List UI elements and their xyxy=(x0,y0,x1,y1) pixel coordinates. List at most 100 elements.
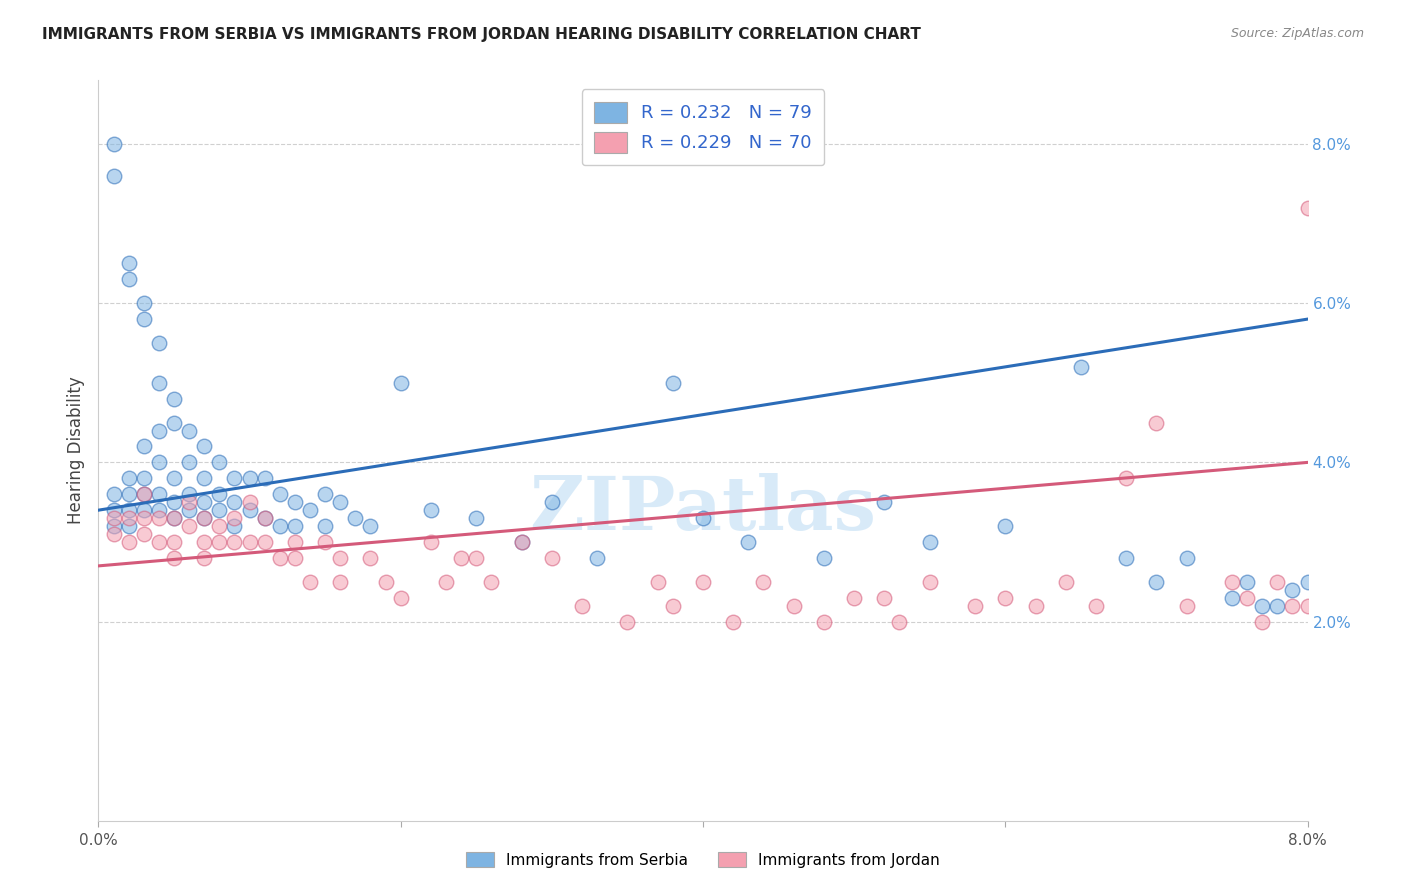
Point xyxy=(314,535,336,549)
Point xyxy=(314,519,336,533)
Point xyxy=(118,471,141,485)
Point xyxy=(873,495,896,509)
Point xyxy=(284,495,307,509)
Point xyxy=(284,519,307,533)
Point xyxy=(179,495,201,509)
Point xyxy=(1267,574,1289,589)
Point xyxy=(434,574,457,589)
Point xyxy=(465,511,488,525)
Point xyxy=(193,535,215,549)
Point xyxy=(132,503,155,517)
Point xyxy=(148,455,170,469)
Point xyxy=(148,336,170,351)
Point xyxy=(329,574,352,589)
Point xyxy=(224,535,246,549)
Point xyxy=(179,519,201,533)
Point xyxy=(253,511,276,525)
Point xyxy=(1146,416,1168,430)
Point xyxy=(481,574,503,589)
Point xyxy=(1115,471,1137,485)
Point xyxy=(389,591,412,605)
Point xyxy=(132,487,155,501)
Point xyxy=(1025,599,1047,613)
Point xyxy=(284,550,307,565)
Point xyxy=(239,495,262,509)
Point xyxy=(193,495,215,509)
Point xyxy=(571,599,593,613)
Point xyxy=(1296,599,1319,613)
Point xyxy=(586,550,609,565)
Point xyxy=(1281,582,1303,597)
Point xyxy=(208,455,231,469)
Point xyxy=(132,511,155,525)
Point xyxy=(540,550,562,565)
Point xyxy=(299,574,322,589)
Point xyxy=(1281,599,1303,613)
Point xyxy=(224,511,246,525)
Point xyxy=(1115,550,1137,565)
Point xyxy=(103,136,125,151)
Point xyxy=(103,487,125,501)
Point xyxy=(1236,574,1258,589)
Legend: R = 0.232   N = 79, R = 0.229   N = 70: R = 0.232 N = 79, R = 0.229 N = 70 xyxy=(582,89,824,165)
Point xyxy=(1085,599,1108,613)
Point xyxy=(163,511,186,525)
Point xyxy=(737,535,759,549)
Point xyxy=(269,487,291,501)
Point xyxy=(661,376,683,390)
Point xyxy=(179,487,201,501)
Point xyxy=(148,376,170,390)
Point xyxy=(118,519,141,533)
Point xyxy=(420,503,443,517)
Point xyxy=(163,535,186,549)
Point xyxy=(193,440,215,454)
Point xyxy=(163,495,186,509)
Point xyxy=(103,519,125,533)
Point xyxy=(1054,574,1077,589)
Point xyxy=(118,272,141,286)
Point xyxy=(344,511,367,525)
Point xyxy=(1220,574,1243,589)
Point xyxy=(661,599,683,613)
Point xyxy=(163,416,186,430)
Point xyxy=(299,503,322,517)
Point xyxy=(148,503,170,517)
Point xyxy=(813,550,835,565)
Point xyxy=(193,511,215,525)
Point xyxy=(118,487,141,501)
Point xyxy=(132,312,155,326)
Point xyxy=(132,471,155,485)
Point xyxy=(179,455,201,469)
Point xyxy=(163,511,186,525)
Point xyxy=(193,550,215,565)
Point xyxy=(253,511,276,525)
Point xyxy=(193,511,215,525)
Point xyxy=(118,511,141,525)
Point xyxy=(148,511,170,525)
Point xyxy=(889,615,911,629)
Point xyxy=(1236,591,1258,605)
Point xyxy=(1070,359,1092,374)
Legend: Immigrants from Serbia, Immigrants from Jordan: Immigrants from Serbia, Immigrants from … xyxy=(458,844,948,875)
Point xyxy=(224,471,246,485)
Point xyxy=(450,550,472,565)
Point xyxy=(132,440,155,454)
Point xyxy=(163,550,186,565)
Point xyxy=(1220,591,1243,605)
Point xyxy=(269,519,291,533)
Point xyxy=(873,591,896,605)
Point xyxy=(103,511,125,525)
Point xyxy=(1175,599,1198,613)
Point xyxy=(239,503,262,517)
Point xyxy=(118,256,141,270)
Point xyxy=(208,503,231,517)
Point xyxy=(918,535,941,549)
Point xyxy=(510,535,533,549)
Point xyxy=(752,574,775,589)
Point xyxy=(360,519,382,533)
Point xyxy=(1296,574,1319,589)
Point xyxy=(465,550,488,565)
Text: IMMIGRANTS FROM SERBIA VS IMMIGRANTS FROM JORDAN HEARING DISABILITY CORRELATION : IMMIGRANTS FROM SERBIA VS IMMIGRANTS FRO… xyxy=(42,27,921,42)
Point xyxy=(1251,615,1274,629)
Point xyxy=(253,535,276,549)
